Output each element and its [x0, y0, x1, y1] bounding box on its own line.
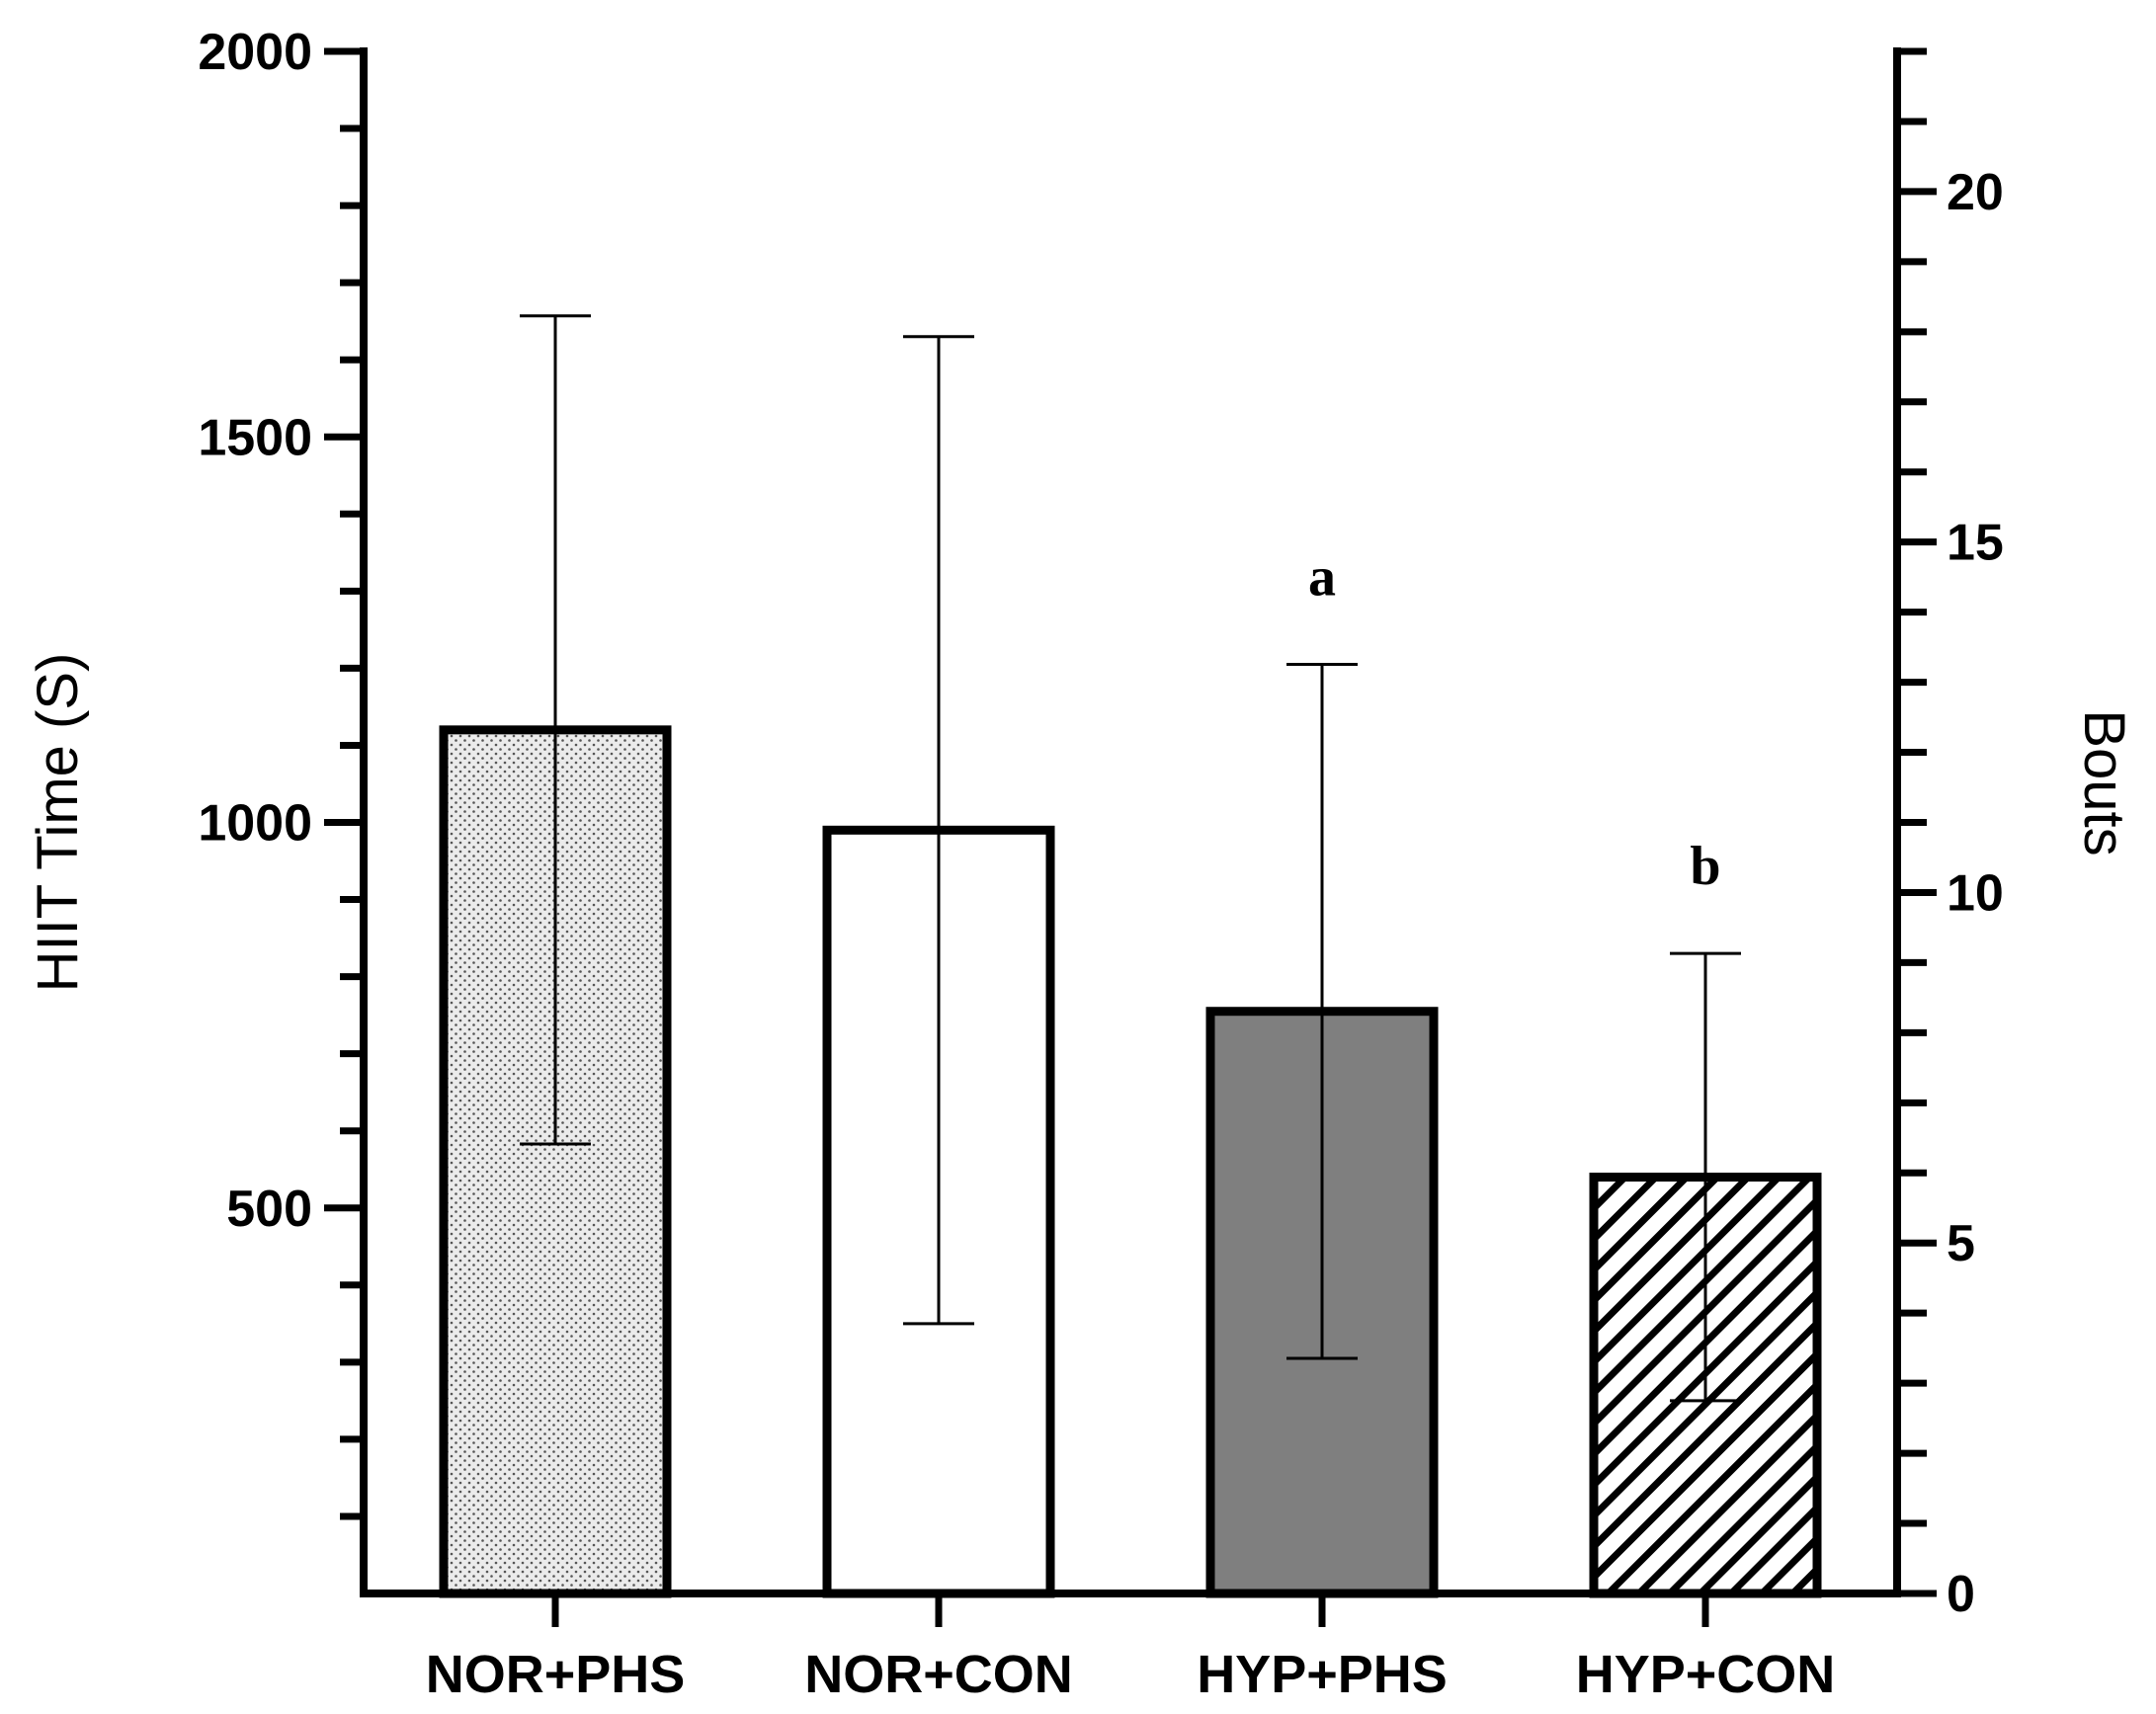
y2-tick-label-5: 5 [1947, 1215, 1975, 1272]
y-tick-label-500: 500 [226, 1181, 312, 1238]
annotation-b: b [1690, 836, 1720, 897]
annotation-a: a [1308, 546, 1336, 608]
y-axis-title: HIIT Time (S) [26, 653, 90, 993]
y2-tick-label-0: 0 [1947, 1566, 1975, 1623]
y2-axis-title: Bouts [2072, 709, 2136, 856]
y2-tick-label-10: 10 [1947, 864, 2004, 922]
y2-tick-label-15: 15 [1947, 515, 2004, 572]
x-tick-label-nor-phs: NOR+PHS [426, 1645, 686, 1704]
x-tick-label-nor-con: NOR+CON [804, 1645, 1073, 1704]
x-tick-label-hyp-phs: HYP+PHS [1197, 1645, 1448, 1704]
y-tick-label-1000: 1000 [198, 795, 312, 853]
y-tick-label-2000: 2000 [198, 24, 312, 81]
x-tick-label-hyp-con: HYP+CON [1576, 1645, 1836, 1704]
y2-tick-label-20: 20 [1947, 164, 2004, 221]
y-tick-label-1500: 1500 [198, 409, 312, 466]
